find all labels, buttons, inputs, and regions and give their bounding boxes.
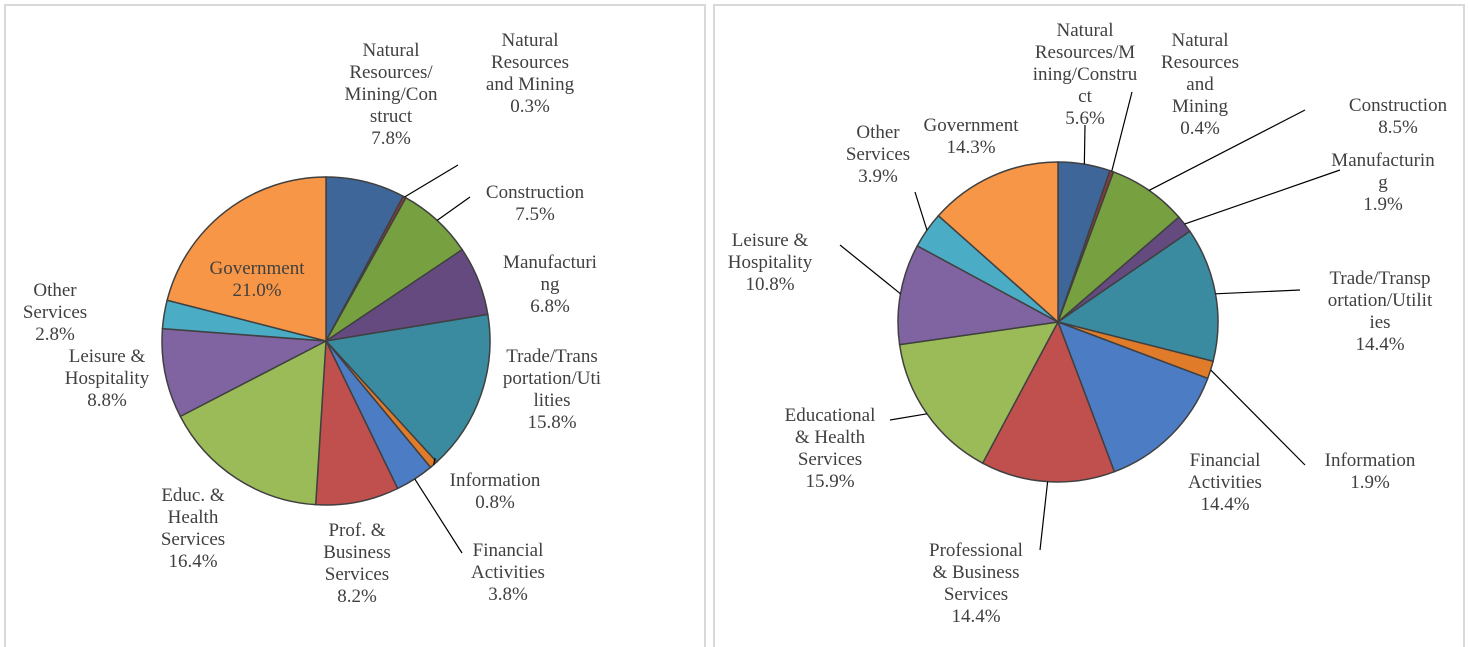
leader-line — [889, 413, 928, 421]
data-label: Financial Activities 3.8% — [471, 540, 545, 606]
chart-panel — [713, 4, 1465, 647]
pie-slice — [179, 339, 327, 506]
pie-slice — [898, 321, 1060, 465]
data-label: Information 0.8% — [450, 470, 541, 514]
data-label: Natural Resources and Mining 0.4% — [1161, 30, 1239, 140]
category-label: Natural Resources/M ining/Constru ct — [1032, 20, 1138, 107]
leader-line — [1184, 169, 1341, 225]
data-label: Information 1.9% — [1325, 450, 1416, 494]
value-label: 0.4% — [1180, 118, 1220, 139]
data-label: Government 21.0% — [210, 258, 305, 302]
leader-line — [436, 196, 471, 221]
category-label: Educ. & Health Services — [160, 485, 226, 550]
data-label: Leisure & Hospitality 10.8% — [728, 230, 812, 296]
chart-panel — [4, 4, 706, 647]
pie-slice — [1056, 230, 1219, 363]
pie-slice — [161, 327, 329, 418]
data-label: Educational & Health Services 15.9% — [785, 405, 876, 493]
data-label: Other Services 3.9% — [846, 122, 910, 188]
value-label: 14.4% — [1200, 494, 1250, 515]
data-label: Construction 7.5% — [486, 182, 584, 226]
value-label: 0.3% — [510, 96, 550, 117]
value-label: 1.9% — [1350, 472, 1390, 493]
value-label: 8.8% — [87, 390, 127, 411]
data-label: Natural Resources/ Mining/Con struct 7.8% — [345, 40, 438, 150]
leader-line — [1039, 481, 1049, 551]
data-label: Prof. & Business Services 8.2% — [323, 520, 391, 608]
category-label: Professional & Business Services — [929, 540, 1023, 605]
category-label: Trade/Trans portation/Uti lities — [502, 346, 602, 411]
category-label: Leisure & Hospitality — [727, 230, 813, 273]
data-label: Manufacturi ng 6.8% — [503, 252, 597, 318]
category-label: Natural Resources/ Mining/Con struct — [344, 40, 438, 127]
value-label: 21.0% — [232, 280, 282, 301]
leader-line — [839, 244, 901, 295]
leader-line — [1148, 109, 1306, 191]
value-label: 10.8% — [745, 274, 795, 295]
category-label: Information — [1324, 450, 1416, 471]
data-label: Construction 8.5% — [1349, 95, 1447, 139]
value-label: 14.4% — [951, 606, 1001, 627]
data-label: Financial Activities 14.4% — [1188, 450, 1262, 516]
category-label: Information — [449, 470, 541, 491]
leader-line — [1111, 91, 1133, 172]
value-label: 8.2% — [337, 586, 377, 607]
leader-line — [433, 457, 436, 465]
leader-line — [404, 164, 459, 198]
category-label: Construction — [1348, 95, 1448, 116]
data-label: Natural Resources and Mining 0.3% — [486, 30, 574, 118]
data-label: Trade/Transp ortation/Utilit ies 14.4% — [1328, 268, 1433, 356]
category-label: Leisure & Hospitality — [64, 346, 150, 389]
value-label: 2.8% — [35, 324, 75, 345]
value-label: 15.9% — [805, 471, 855, 492]
data-label: Educ. & Health Services 16.4% — [161, 485, 225, 573]
category-label: Government — [209, 258, 305, 279]
pie-slice — [1056, 320, 1209, 473]
value-label: 14.4% — [1355, 334, 1405, 355]
value-label: 8.5% — [1378, 117, 1418, 138]
pie-slice — [937, 161, 1059, 324]
data-label: Manufacturin g 1.9% — [1331, 150, 1434, 216]
value-label: 7.5% — [515, 204, 555, 225]
leader-line — [414, 478, 463, 554]
category-label: Government — [923, 115, 1019, 136]
value-label: 15.8% — [527, 412, 577, 433]
category-label: Financial Activities — [1188, 450, 1262, 493]
category-label: Trade/Transp ortation/Utilit ies — [1327, 268, 1433, 333]
pie-slice — [324, 313, 491, 464]
leader-line — [1083, 124, 1086, 165]
leader-line — [1215, 289, 1301, 295]
value-label: 3.9% — [858, 166, 898, 187]
category-label: Educational & Health Services — [784, 405, 876, 470]
data-label: Leisure & Hospitality 8.8% — [65, 346, 149, 412]
data-label: Government 14.3% — [924, 115, 1019, 159]
category-label: Construction — [485, 182, 585, 203]
category-label: Prof. & Business Services — [323, 520, 391, 585]
leader-line — [914, 191, 928, 231]
leader-line — [1210, 369, 1306, 466]
data-label: Professional & Business Services 14.4% — [929, 540, 1023, 628]
category-label: Manufacturin g — [1331, 150, 1435, 193]
value-label: 0.8% — [475, 492, 515, 513]
value-label: 7.8% — [371, 128, 411, 149]
category-label: Other Services — [22, 280, 88, 323]
value-label: 5.6% — [1065, 108, 1105, 129]
pie-slice — [166, 176, 327, 342]
category-label: Manufacturi ng — [503, 252, 597, 295]
pie-slice — [981, 320, 1116, 483]
data-label: Natural Resources/M ining/Constru ct 5.6% — [1033, 20, 1138, 130]
category-label: Other Services — [845, 122, 911, 165]
value-label: 1.9% — [1363, 194, 1403, 215]
value-label: 3.8% — [488, 584, 528, 605]
value-label: 14.3% — [946, 137, 996, 158]
data-label: Other Services 2.8% — [23, 280, 87, 346]
value-label: 16.4% — [168, 551, 218, 572]
category-label: Natural Resources and Mining — [1160, 30, 1240, 117]
category-label: Natural Resources and Mining — [485, 30, 575, 95]
value-label: 6.8% — [530, 296, 570, 317]
category-label: Financial Activities — [471, 540, 545, 583]
data-label: Trade/Trans portation/Uti lities 15.8% — [503, 346, 601, 434]
